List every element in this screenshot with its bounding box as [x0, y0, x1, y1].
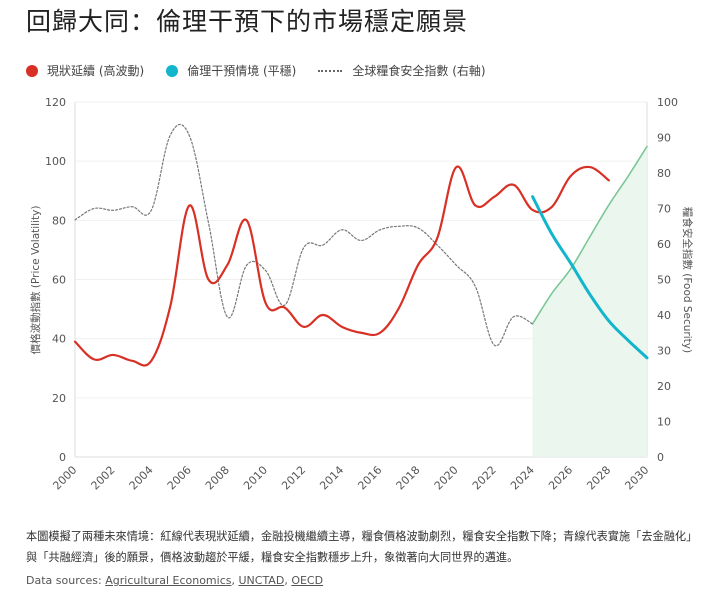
x-tick-label: 2020	[432, 463, 461, 492]
y-tick-label: 120	[45, 96, 66, 109]
x-tick-label: 2016	[355, 463, 384, 492]
y-tick-label: 80	[52, 214, 66, 227]
sources-prefix: Data sources:	[26, 574, 106, 587]
x-tick-label: 2004	[127, 463, 156, 492]
legend-item-ethical-intervention[interactable]: 倫理干預情境 (平穩)	[166, 62, 296, 79]
x-tick-label: 2022	[470, 463, 499, 492]
red-dot-icon	[26, 64, 38, 77]
status-quo-line	[73, 165, 610, 367]
x-tick-label: 2008	[203, 463, 232, 492]
source-link-agricultural-economics[interactable]: Agricultural Economics	[105, 574, 232, 587]
dotted-line-icon	[318, 69, 343, 72]
y2-tick-label: 50	[657, 274, 671, 287]
food-security-area	[532, 146, 647, 457]
series-lines	[73, 123, 649, 367]
x-tick-label: 2024	[508, 463, 537, 492]
left-axis-ticks: 0 20 40 60 80 100 120	[45, 96, 66, 464]
left-axis-title: 價格波動指數 (Price Volatility)	[29, 206, 42, 355]
y-tick-label: 60	[52, 274, 66, 287]
source-link-oecd[interactable]: OECD	[291, 574, 324, 587]
legend-label: 倫理干預情境 (平穩)	[187, 64, 297, 78]
legend-item-status-quo[interactable]: 現狀延續 (高波動)	[26, 62, 144, 79]
source-link-unctad[interactable]: UNCTAD	[238, 574, 285, 587]
y2-tick-label: 20	[657, 380, 671, 393]
y-tick-label: 100	[45, 155, 66, 168]
y-tick-label: 0	[59, 451, 66, 464]
food-security-intervention-line	[531, 145, 648, 325]
y2-tick-label: 0	[657, 451, 664, 464]
y-tick-label: 20	[52, 392, 66, 405]
y2-tick-label: 60	[657, 238, 671, 251]
x-tick-label: 2030	[622, 463, 651, 492]
chart-legend: 現狀延續 (高波動) 倫理干預情境 (平穩) 全球糧食安全指數 (右軸)	[26, 62, 508, 79]
x-tick-label: 2012	[279, 463, 308, 492]
x-tick-label: 2006	[165, 463, 194, 492]
x-axis-ticks: 2000 2002 2004 2006 2008 2010 2012 2014 2016 2018…	[50, 463, 651, 492]
data-sources: Data sources: Agricultural Economics, UN…	[26, 574, 324, 587]
y2-tick-label: 100	[657, 96, 678, 109]
food-security-history-line	[74, 123, 534, 347]
x-tick-label: 2010	[241, 463, 270, 492]
y2-tick-label: 10	[657, 416, 671, 429]
x-tick-label: 2014	[317, 463, 346, 492]
cyan-dot-icon	[166, 64, 179, 77]
x-tick-label: 2002	[89, 463, 118, 492]
legend-label: 全球糧食安全指數 (右軸)	[352, 64, 486, 78]
right-axis-ticks: 0 10 20 30 40 50 60 70 80 90 100	[657, 96, 678, 464]
y2-tick-label: 90	[657, 132, 671, 145]
y-tick-label: 40	[52, 333, 66, 346]
chart-title: 回歸大同：倫理干預下的市場穩定願景	[26, 7, 469, 36]
x-tick-label: 2028	[584, 463, 613, 492]
y2-tick-label: 70	[657, 203, 671, 216]
ethical-intervention-line	[531, 195, 649, 360]
y2-tick-label: 30	[657, 345, 671, 358]
x-tick-label: 2026	[546, 463, 575, 492]
x-tick-label: 2018	[394, 463, 423, 492]
x-tick-label: 2000	[50, 463, 79, 492]
y2-tick-label: 40	[657, 309, 671, 322]
legend-item-food-security[interactable]: 全球糧食安全指數 (右軸)	[318, 62, 486, 79]
right-axis-title: 糧食安全指數 (Food Security)	[681, 207, 694, 353]
food-security-area-fill	[532, 146, 647, 457]
legend-label: 現狀延續 (高波動)	[47, 64, 145, 78]
y2-tick-label: 80	[657, 167, 671, 180]
chart-caption: 本圖模擬了兩種未來情境：紅線代表現狀延續，金融投機繼續主導，糧食價格波動劇烈，糧…	[26, 530, 698, 564]
